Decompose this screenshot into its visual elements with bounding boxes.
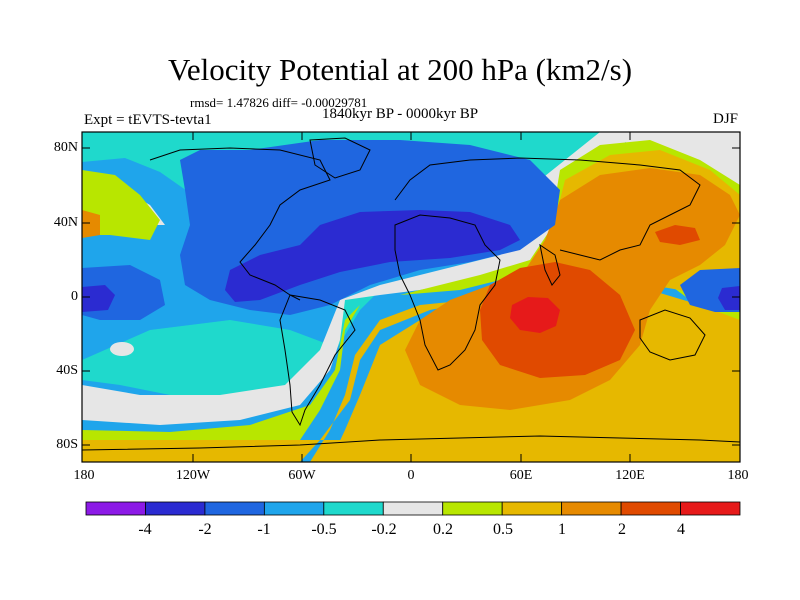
lon-label-180w: 180 <box>73 468 95 483</box>
lat-label-80s: 80S <box>56 437 78 452</box>
colorbar-box <box>323 501 384 516</box>
colorbar <box>85 501 741 516</box>
colorbar-label: 0.2 <box>433 521 453 538</box>
coastlines <box>82 137 740 451</box>
lon-label-0: 0 <box>407 468 415 483</box>
colorbar-box <box>204 501 265 516</box>
lat-label-40n: 40N <box>53 215 78 230</box>
rmsd-stats: rmsd= 1.47826 diff= -0.00029781 <box>190 95 368 110</box>
contour-yellowgreen-west <box>82 170 160 240</box>
colorbar-box <box>85 501 146 516</box>
contour-indigo-eastpacific <box>718 286 740 310</box>
contour-indigo-westpacific <box>82 285 115 312</box>
colorbar-label: 1 <box>558 521 566 538</box>
colorbar-box <box>501 501 563 516</box>
coast-antarctica <box>82 435 740 451</box>
contour-redorange-pacific <box>655 225 700 245</box>
lat-label-40s: 40S <box>56 363 78 378</box>
colorbar-box <box>620 501 681 516</box>
lat-label-80n: 80N <box>53 140 78 155</box>
coast-africa <box>394 214 501 371</box>
colorbar-label: 4 <box>677 521 685 538</box>
lon-label-120e: 120E <box>615 468 645 483</box>
coast-south-america <box>279 294 356 427</box>
season-label: DJF <box>712 111 738 127</box>
colorbar-box <box>442 501 503 516</box>
coast-greenland <box>309 137 371 179</box>
axis-ticks <box>82 132 740 462</box>
colorbar-label: -2 <box>198 521 212 538</box>
lon-label-60e: 60E <box>509 468 533 483</box>
contour-darkorange-northwest <box>82 210 100 238</box>
lon-label-180e: 180 <box>727 468 749 483</box>
coast-australia <box>639 309 706 361</box>
colorbar-label: -1 <box>257 521 271 538</box>
colorbar-box <box>680 501 741 516</box>
colorbar-box <box>145 501 206 516</box>
lon-label-120w: 120W <box>175 468 211 483</box>
lon-label-60w: 60W <box>288 468 316 483</box>
lat-label-0: 0 <box>71 289 78 304</box>
colorbar-box <box>561 501 622 516</box>
contour-field <box>82 132 740 462</box>
colorbar-label: -0.2 <box>371 521 397 538</box>
colorbar-label: 0.5 <box>493 521 513 538</box>
contour-red-core <box>510 297 560 333</box>
period-label: 1840kyr BP - 0000kyr BP <box>322 106 479 122</box>
coast-north-america <box>149 147 331 301</box>
coast-europe-asia <box>394 157 701 261</box>
colorbar-box <box>263 501 325 516</box>
plot-title: Velocity Potential at 200 hPa (km2/s) <box>167 52 633 87</box>
colorbar-label: -0.5 <box>311 521 337 538</box>
experiment-label: Expt = tEVTS-tevta1 <box>84 112 212 128</box>
colorbar-label: -4 <box>138 521 152 538</box>
contour-white-spot <box>110 342 134 356</box>
colorbar-label: 2 <box>618 521 626 538</box>
coast-india <box>539 243 561 286</box>
colorbar-box <box>382 501 444 516</box>
contour-indigo-atlantic <box>225 210 520 302</box>
